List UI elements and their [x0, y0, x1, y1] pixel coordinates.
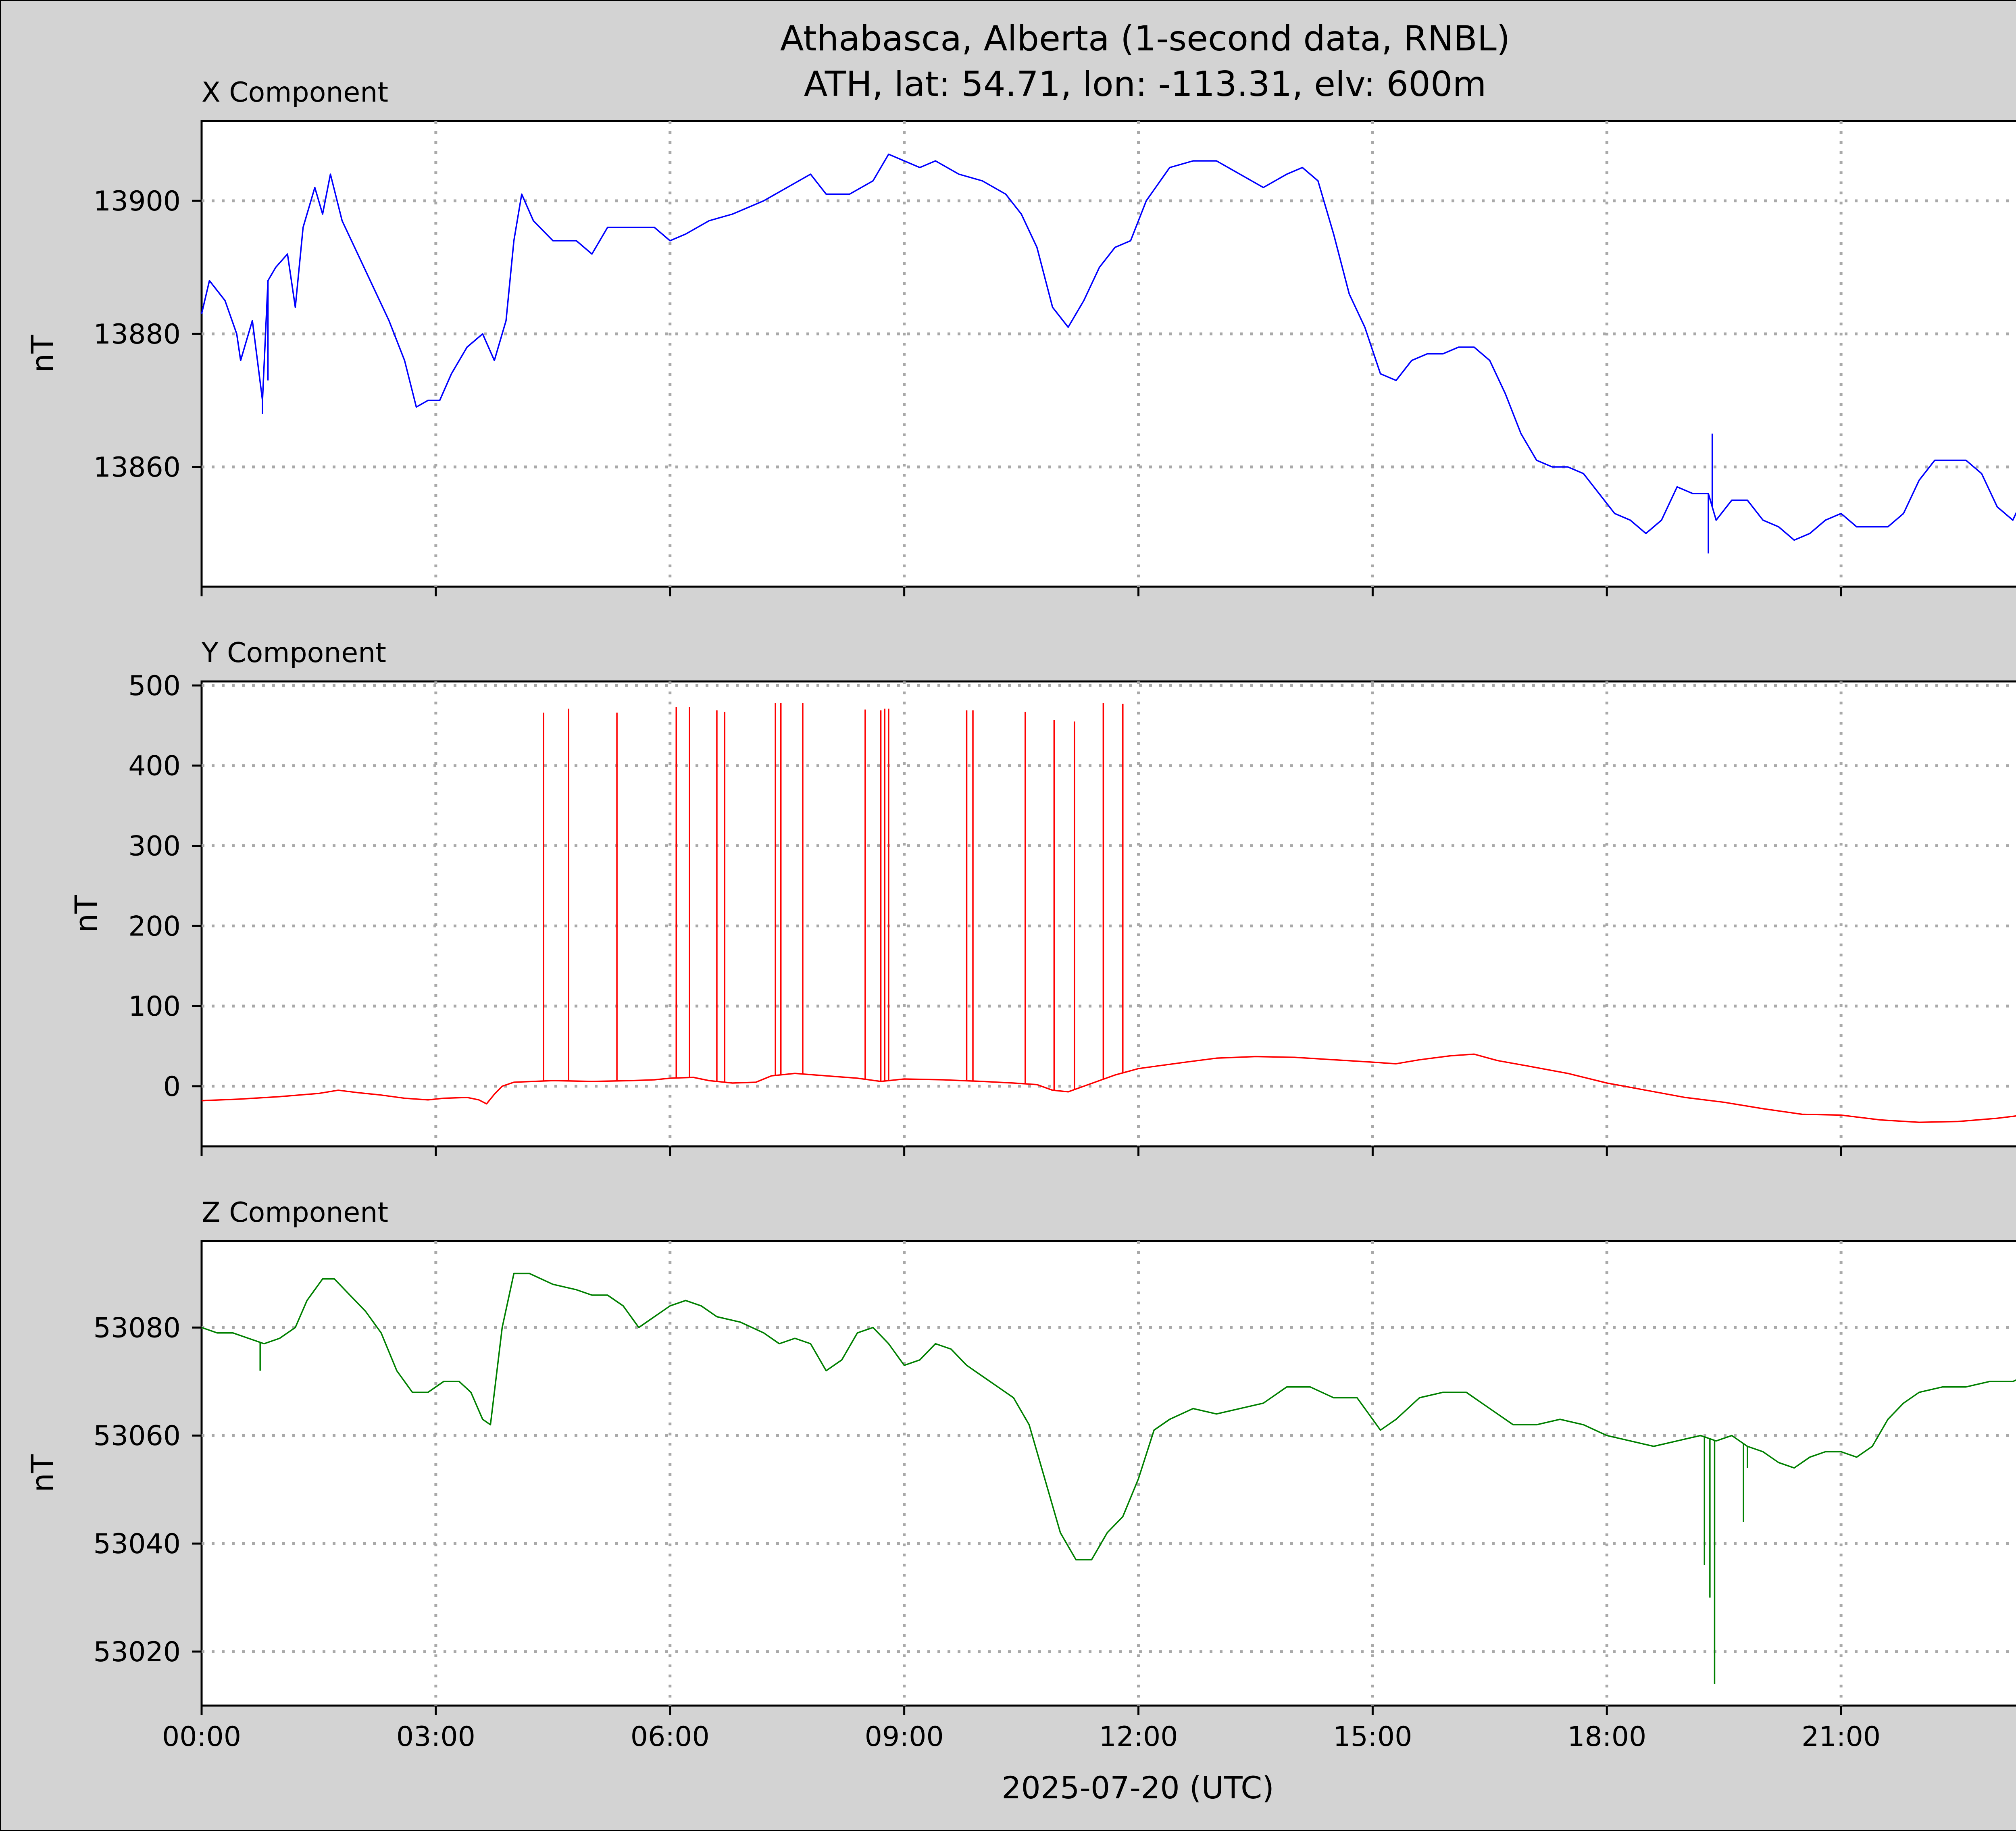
panel-2: 53020 53040 53060 53080 Z Component nT 00:00 03… [25, 1197, 2016, 1753]
y-axis-label: nT [25, 1454, 60, 1492]
x-tick-label: 09:00 [865, 1721, 944, 1753]
y-tick-label: 13860 [94, 452, 181, 483]
y-axis-label: nT [68, 895, 104, 933]
y-tick-label: 100 [128, 991, 181, 1023]
y-tick-label: 400 [128, 750, 181, 782]
y-tick-label: 53060 [94, 1420, 181, 1452]
x-tick-label: 18:00 [1567, 1721, 1646, 1753]
y-tick-label: 0 [163, 1071, 181, 1103]
figure-title-line1: Athabasca, Alberta (1-second data, RNBL) [780, 19, 1510, 59]
panels-group: 13860 13880 13900 X Component nT 0 100 200 300 40… [25, 77, 2016, 1753]
x-tick-label: 06:00 [631, 1721, 710, 1753]
y-tick-label: 13880 [94, 319, 181, 350]
panel-title: X Component [202, 77, 388, 108]
panel-title: Y Component [201, 637, 386, 669]
y-tick-label: 500 [128, 670, 181, 702]
figure-title-line2: ATH, lat: 54.71, lon: -113.31, elv: 600m [804, 64, 1487, 104]
series-line [201, 153, 2016, 541]
y-tick-label: 53040 [94, 1528, 181, 1560]
x-axis-label: 2025-07-20 (UTC) [1002, 1770, 1274, 1806]
panel-1: 0 100 200 300 400 500 Y Component nT [68, 637, 2016, 1156]
y-tick-label: 13900 [94, 185, 181, 217]
plot-area [200, 680, 2016, 1148]
series-line [201, 1053, 2016, 1123]
y-tick-label: 53020 [94, 1636, 181, 1668]
series-line [201, 1273, 2016, 1561]
y-axis-label: nT [25, 335, 60, 373]
y-tick-label: 300 [128, 831, 181, 862]
plot-area [200, 120, 2016, 588]
x-tick-label: 03:00 [396, 1721, 475, 1753]
y-tick-label: 200 [128, 910, 181, 942]
x-tick-label: 00:00 [162, 1721, 241, 1753]
x-tick-label: 12:00 [1099, 1721, 1178, 1753]
panel-title: Z Component [202, 1197, 388, 1229]
x-tick-label: 15:00 [1333, 1721, 1412, 1753]
panel-0: 13860 13880 13900 X Component nT [25, 77, 2016, 596]
x-tick-label: 21:00 [1801, 1721, 1881, 1753]
y-tick-label: 53080 [94, 1312, 181, 1344]
